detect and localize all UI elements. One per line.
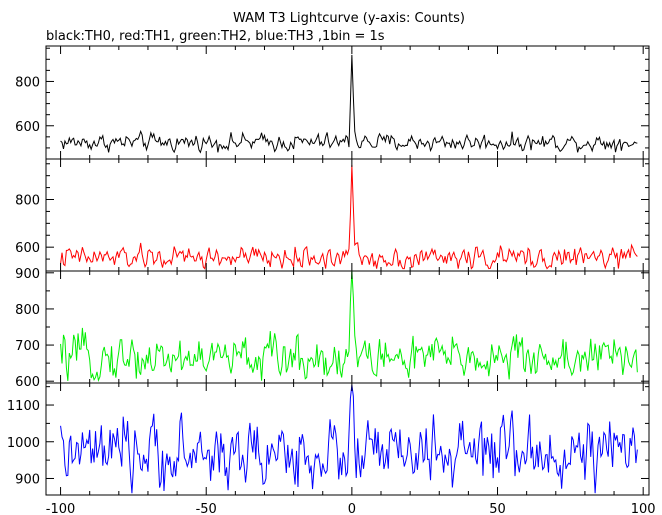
y-tick-label: 900	[15, 267, 40, 282]
y-tick-label: 600	[15, 375, 40, 390]
panel-frame	[45, 45, 650, 160]
y-tick-label: 600	[15, 120, 40, 135]
x-tick-label: 50	[489, 502, 506, 515]
y-tick-label: 1100	[7, 399, 40, 414]
y-tick-label: 800	[15, 75, 40, 90]
series-line-TH3	[60, 384, 638, 494]
panels: 60080060080060070080090090010001100-100-…	[7, 45, 656, 515]
panel-TH3: 900 1000 1100 -100 -50 0 50 100	[7, 382, 656, 515]
y-tick-label: 1000	[7, 436, 40, 451]
y-tick-label: 600	[15, 241, 40, 256]
chart-title: WAM T3 Lightcurve (y-axis: Counts)	[233, 11, 465, 26]
y-tick-label: 900	[15, 472, 40, 487]
series-line-TH1	[60, 164, 638, 270]
panel-TH0: 600 800	[15, 45, 650, 160]
y-tick-label: 800	[15, 303, 40, 318]
y-tick-label: 800	[15, 194, 40, 209]
panel-TH1: 600 800	[15, 158, 650, 272]
series-line-TH2	[60, 270, 638, 383]
x-tick-label: -100	[46, 502, 76, 515]
chart-subtitle: black:TH0, red:TH1, green:TH2, blue:TH3 …	[46, 29, 385, 44]
x-tick-label: -50	[196, 502, 217, 515]
series-line-TH0	[60, 54, 638, 154]
panel-TH2: 600 700 800 900	[15, 267, 650, 390]
x-tick-label: 0	[348, 502, 356, 515]
y-tick-label: 700	[15, 339, 40, 354]
panel-frame	[45, 382, 650, 496]
x-tick-label: 100	[631, 502, 656, 515]
panel-frame	[45, 270, 650, 384]
